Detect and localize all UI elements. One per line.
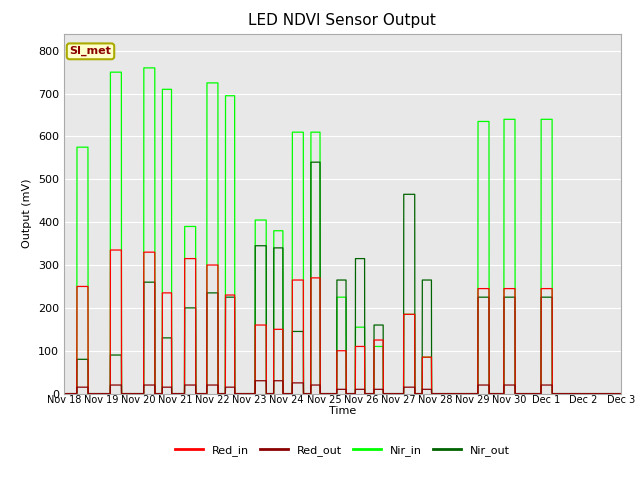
Line: Nir_out: Nir_out	[64, 162, 621, 394]
Line: Red_out: Red_out	[64, 381, 621, 394]
Red_in	[60, 391, 68, 396]
Nir_out	[124, 391, 131, 396]
Red_out	[157, 391, 164, 396]
Red_out	[274, 378, 282, 384]
Y-axis label: Output (mV): Output (mV)	[22, 179, 33, 248]
Nir_out	[60, 391, 68, 396]
Red_in	[274, 326, 282, 332]
Nir_out	[157, 391, 164, 396]
Red_out	[617, 391, 625, 396]
Legend: Red_in, Red_out, Nir_in, Nir_out: Red_in, Red_out, Nir_in, Nir_out	[171, 440, 514, 460]
Nir_in	[298, 129, 306, 135]
Nir_in	[124, 391, 131, 396]
Red_in	[546, 286, 554, 291]
Nir_out	[298, 329, 305, 335]
Nir_out	[307, 159, 315, 165]
Nir_in	[606, 391, 614, 396]
Red_out	[298, 380, 306, 386]
Line: Nir_in: Nir_in	[64, 68, 621, 394]
Nir_in	[546, 117, 554, 122]
Nir_in	[140, 65, 148, 71]
Nir_in	[157, 391, 164, 396]
Red_in	[298, 277, 306, 283]
X-axis label: Time: Time	[329, 407, 356, 416]
Red_in	[107, 247, 115, 253]
Red_in	[124, 391, 132, 396]
Nir_out	[274, 245, 282, 251]
Nir_in	[60, 391, 68, 396]
Red_in	[617, 391, 625, 396]
Red_out	[546, 382, 554, 388]
Line: Red_in: Red_in	[64, 250, 621, 394]
Nir_in	[617, 391, 625, 396]
Red_in	[157, 391, 164, 396]
Nir_in	[274, 228, 282, 234]
Red_out	[124, 391, 131, 396]
Nir_out	[617, 391, 625, 396]
Nir_out	[546, 294, 554, 300]
Text: SI_met: SI_met	[70, 46, 111, 57]
Red_in	[606, 391, 614, 396]
Nir_out	[606, 391, 614, 396]
Red_out	[60, 391, 68, 396]
Red_out	[606, 391, 614, 396]
Title: LED NDVI Sensor Output: LED NDVI Sensor Output	[248, 13, 436, 28]
Red_out	[252, 378, 259, 384]
